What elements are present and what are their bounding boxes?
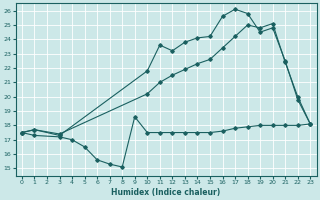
X-axis label: Humidex (Indice chaleur): Humidex (Indice chaleur) (111, 188, 221, 197)
